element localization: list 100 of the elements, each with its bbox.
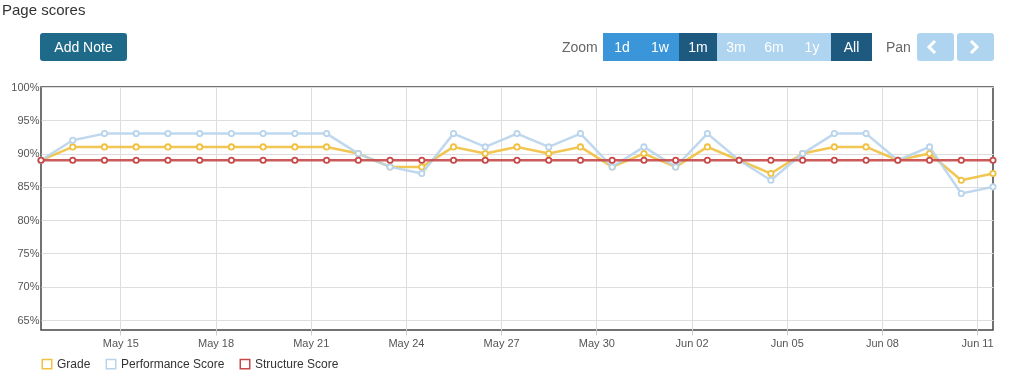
point	[545, 143, 553, 151]
point	[989, 183, 997, 191]
point	[227, 143, 235, 151]
point	[957, 156, 965, 164]
point	[418, 170, 426, 178]
point	[449, 143, 458, 151]
text: 3m	[717, 33, 755, 61]
point	[164, 156, 172, 164]
point	[513, 130, 521, 138]
point	[830, 156, 838, 164]
point	[957, 176, 965, 184]
point	[545, 150, 553, 158]
point	[69, 143, 77, 151]
point	[576, 130, 585, 138]
point	[69, 156, 77, 164]
point	[830, 143, 838, 151]
point	[449, 156, 458, 164]
point	[799, 156, 807, 164]
text: Add Note	[40, 33, 127, 61]
point	[576, 143, 585, 151]
point	[132, 130, 140, 138]
point	[418, 156, 426, 164]
chart-title: Page scores	[2, 1, 86, 18]
y-tick-label: 75%	[17, 246, 40, 259]
x-tick-label: Jun 11	[961, 336, 994, 349]
point	[418, 163, 426, 171]
point	[830, 130, 838, 138]
x-tick-label: May 30	[578, 336, 615, 349]
y-tick-label: 80%	[17, 213, 40, 226]
point	[640, 150, 648, 158]
x-tick-label: May 18	[197, 336, 235, 349]
x-tick-label: Jun 05	[770, 336, 804, 349]
point	[640, 143, 648, 151]
point	[481, 150, 489, 158]
point	[576, 156, 585, 164]
point	[989, 170, 997, 178]
point	[767, 170, 775, 178]
point	[323, 156, 331, 164]
point	[513, 143, 521, 151]
point	[925, 156, 934, 164]
point	[449, 130, 458, 138]
point	[100, 130, 109, 138]
point	[196, 156, 204, 164]
point	[291, 143, 299, 151]
x-tick-label: May 15	[102, 336, 139, 349]
x-tick-label: May 27	[483, 336, 520, 349]
y-tick-label: 100%	[11, 80, 40, 93]
point	[703, 156, 711, 164]
text: 1m	[679, 33, 717, 61]
point	[323, 130, 331, 138]
point	[767, 176, 775, 184]
point	[481, 143, 489, 151]
text: All	[831, 33, 872, 61]
x-tick-label: Jun 02	[675, 336, 709, 349]
point	[164, 143, 172, 151]
point	[640, 156, 648, 164]
point	[862, 143, 870, 151]
point	[354, 156, 362, 164]
legend-label: Structure Score	[255, 357, 339, 371]
point	[672, 156, 680, 164]
point	[291, 130, 299, 138]
point	[69, 136, 77, 144]
x-tick-label: Jun 08	[865, 336, 899, 349]
y-tick-label: 90%	[17, 147, 40, 160]
point	[132, 156, 140, 164]
x-tick-label: May 21	[293, 336, 330, 349]
point	[100, 143, 109, 151]
point	[925, 143, 934, 151]
point	[259, 143, 267, 151]
point	[957, 189, 965, 198]
point	[132, 143, 140, 151]
point	[259, 156, 267, 164]
point	[100, 156, 109, 164]
text: Pan	[886, 38, 911, 57]
x-tick-label: May 24	[388, 336, 425, 349]
text: 1w	[641, 33, 679, 61]
point	[703, 130, 711, 138]
point	[227, 130, 235, 138]
y-tick-label: 85%	[17, 180, 40, 193]
point	[291, 156, 299, 164]
point	[323, 143, 331, 151]
point	[608, 156, 616, 164]
text: Zoom	[562, 38, 598, 57]
point	[989, 156, 997, 164]
point	[767, 156, 775, 164]
point	[227, 156, 235, 164]
y-tick-label: 95%	[17, 113, 40, 126]
text: 6m	[755, 33, 793, 61]
legend-label: Grade	[57, 357, 91, 371]
point	[862, 130, 870, 138]
point	[513, 156, 521, 164]
y-tick-label: 70%	[17, 280, 40, 293]
y-tick-label: 65%	[17, 313, 40, 326]
point	[259, 130, 267, 138]
point	[925, 150, 934, 158]
point	[703, 143, 711, 151]
legend-label: Performance Score	[121, 357, 225, 371]
point	[862, 156, 870, 164]
text: 1y	[793, 33, 831, 61]
point	[196, 130, 204, 138]
